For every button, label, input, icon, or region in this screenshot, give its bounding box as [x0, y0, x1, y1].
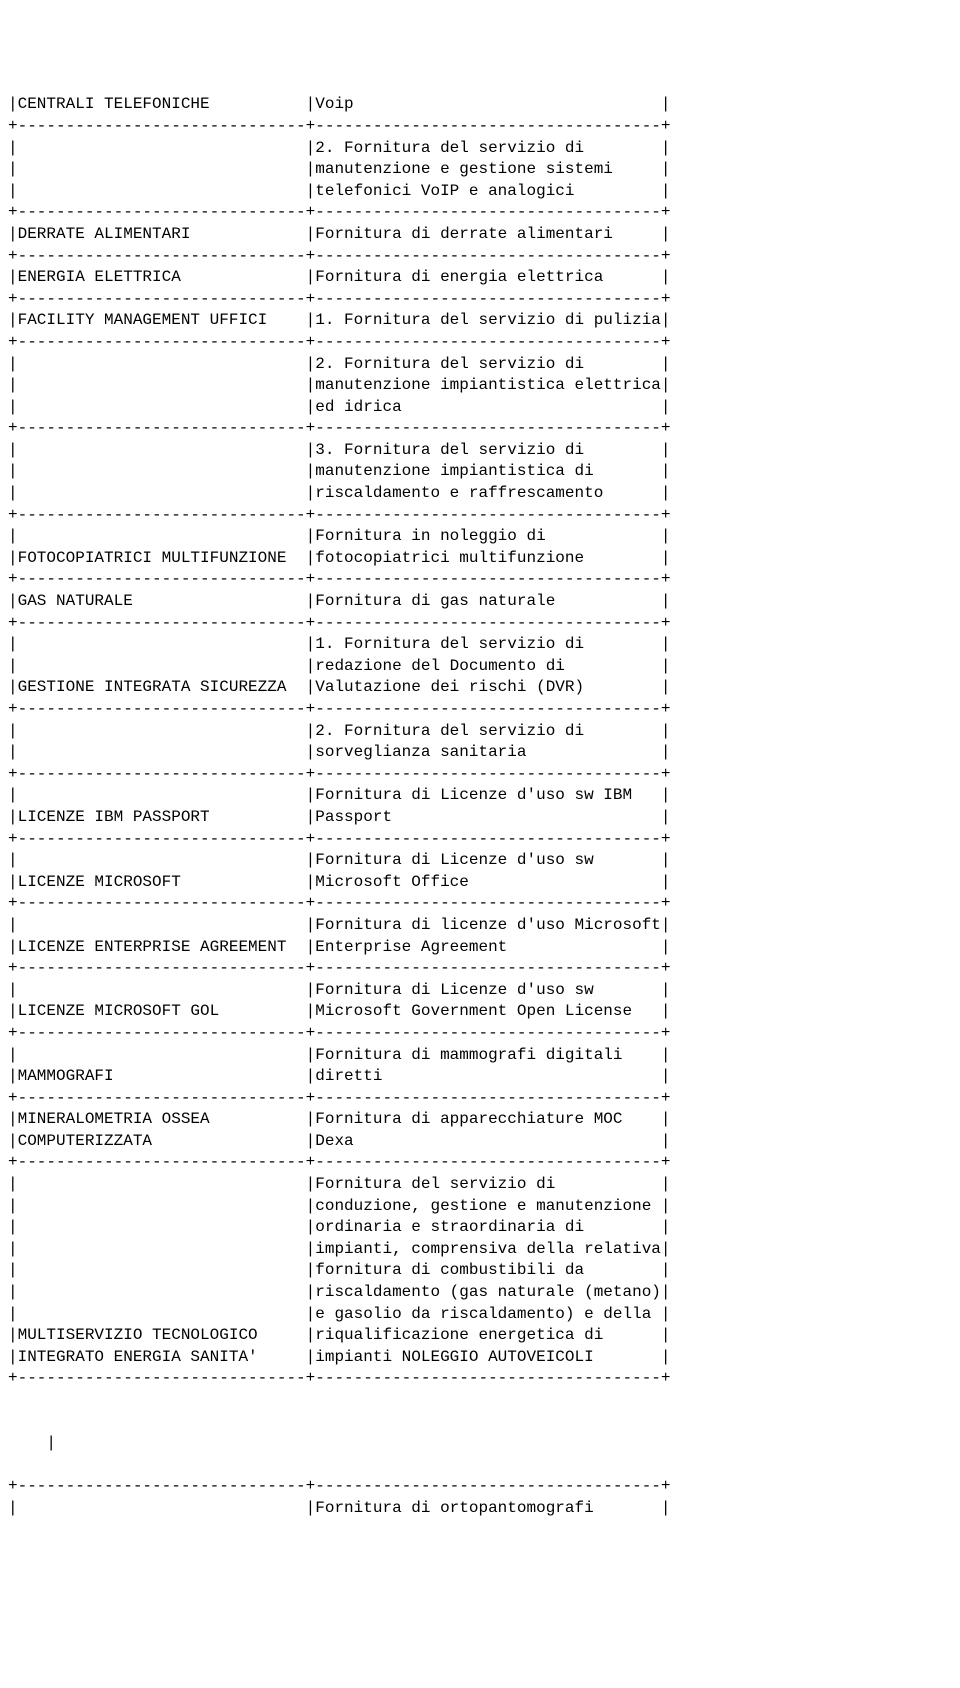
ascii-table-document: |CENTRALI TELEFONICHE |Voip | +---------… [8, 94, 952, 1519]
